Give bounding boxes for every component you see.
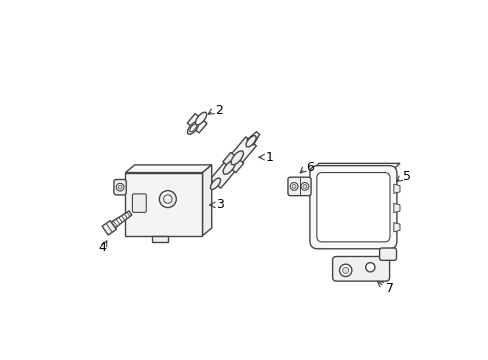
Ellipse shape — [187, 122, 198, 134]
Polygon shape — [210, 137, 256, 188]
Text: 2: 2 — [214, 104, 222, 117]
Polygon shape — [187, 114, 206, 133]
Text: 5: 5 — [402, 170, 410, 183]
Circle shape — [301, 183, 308, 190]
Ellipse shape — [189, 124, 196, 132]
FancyBboxPatch shape — [114, 180, 126, 195]
Text: 4: 4 — [98, 241, 106, 254]
Text: 6: 6 — [306, 161, 314, 174]
Circle shape — [292, 184, 295, 188]
Polygon shape — [312, 163, 399, 169]
Circle shape — [339, 264, 351, 276]
FancyBboxPatch shape — [379, 248, 396, 260]
Circle shape — [303, 184, 306, 188]
Circle shape — [290, 183, 297, 190]
FancyBboxPatch shape — [309, 166, 396, 249]
Polygon shape — [223, 152, 243, 173]
Circle shape — [365, 263, 374, 272]
Polygon shape — [246, 132, 259, 145]
Polygon shape — [202, 165, 211, 236]
Ellipse shape — [195, 112, 206, 125]
Circle shape — [342, 267, 348, 274]
Text: 3: 3 — [216, 198, 224, 211]
Ellipse shape — [231, 151, 243, 165]
FancyBboxPatch shape — [316, 172, 389, 242]
Circle shape — [116, 183, 123, 191]
FancyBboxPatch shape — [332, 256, 389, 281]
Polygon shape — [393, 184, 399, 193]
FancyBboxPatch shape — [287, 177, 310, 195]
Ellipse shape — [223, 160, 235, 174]
Polygon shape — [111, 211, 132, 228]
Polygon shape — [393, 222, 399, 232]
Polygon shape — [125, 165, 211, 172]
FancyBboxPatch shape — [132, 194, 146, 212]
Polygon shape — [393, 203, 399, 213]
Ellipse shape — [245, 136, 256, 147]
Text: 1: 1 — [265, 150, 273, 164]
Polygon shape — [125, 172, 202, 236]
Circle shape — [118, 185, 122, 189]
Ellipse shape — [210, 178, 220, 189]
Text: 7: 7 — [385, 282, 393, 294]
Polygon shape — [152, 236, 167, 242]
Polygon shape — [102, 221, 116, 235]
